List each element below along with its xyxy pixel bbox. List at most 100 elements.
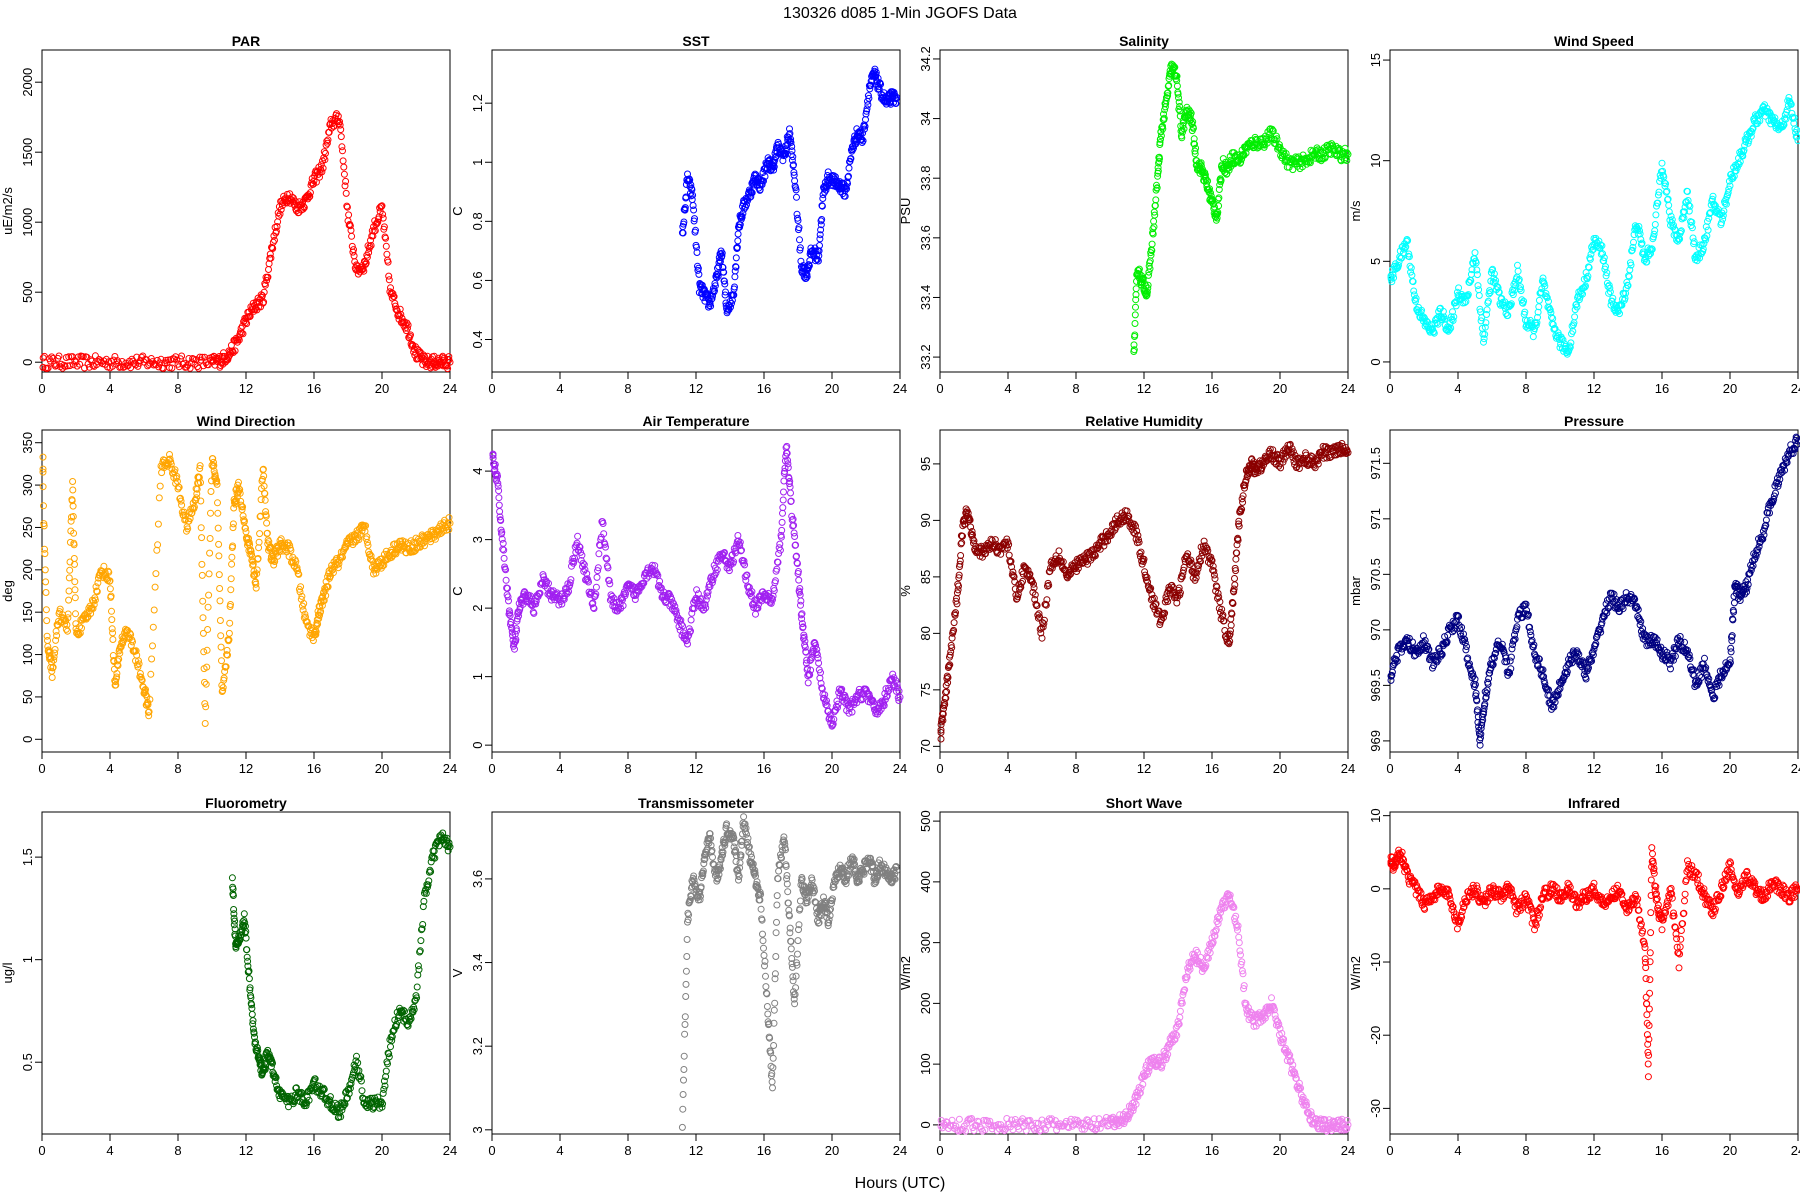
data-point xyxy=(1409,278,1417,286)
data-point xyxy=(1150,217,1158,225)
data-point xyxy=(770,166,778,174)
data-point xyxy=(336,118,343,126)
data-point xyxy=(1407,268,1415,276)
data-point xyxy=(42,578,50,586)
data-point xyxy=(1654,191,1662,199)
data-point xyxy=(1226,152,1234,160)
data-point xyxy=(168,364,176,372)
data-point xyxy=(62,625,70,633)
data-point xyxy=(1175,105,1183,113)
data-point xyxy=(1153,184,1161,192)
panel-pressure: Pressure04812162024969969.5970970.597197… xyxy=(1348,413,1800,776)
data-point xyxy=(323,139,331,147)
data-point xyxy=(65,587,73,595)
data-point xyxy=(1215,194,1223,202)
data-point xyxy=(181,512,189,519)
data-point xyxy=(1689,234,1697,242)
data-point xyxy=(866,85,874,93)
y-tick-label: 15 xyxy=(1368,53,1383,67)
data-point xyxy=(861,125,868,133)
data-point xyxy=(1405,250,1413,258)
data-point xyxy=(1655,188,1663,196)
x-tick-label: 0 xyxy=(1386,761,1393,776)
data-point xyxy=(199,597,207,605)
data-point xyxy=(144,708,152,716)
data-point xyxy=(1452,302,1460,310)
data-point xyxy=(43,617,51,625)
y-tick-label: 34 xyxy=(918,111,933,125)
data-point xyxy=(1542,290,1550,297)
x-tick-label: 8 xyxy=(174,761,181,776)
data-point xyxy=(252,584,260,592)
data-point xyxy=(173,472,181,480)
data-point xyxy=(339,157,347,165)
data-point xyxy=(1630,238,1637,246)
data-point xyxy=(761,173,769,180)
data-point xyxy=(788,156,796,164)
data-point xyxy=(1419,313,1427,321)
data-point xyxy=(1495,288,1503,296)
data-point xyxy=(893,93,901,101)
data-point xyxy=(236,489,244,497)
data-point xyxy=(228,553,236,561)
data-point xyxy=(1160,114,1168,122)
data-point xyxy=(345,211,353,219)
data-point xyxy=(1684,188,1691,195)
data-point xyxy=(1187,109,1195,117)
y-tick-label: 1.2 xyxy=(470,94,485,112)
data-point xyxy=(273,223,281,230)
data-points xyxy=(1387,433,1800,749)
data-point xyxy=(1761,101,1769,109)
data-point xyxy=(71,594,79,602)
data-point xyxy=(1548,313,1555,321)
x-tick-label: 8 xyxy=(1522,381,1529,396)
data-point xyxy=(320,148,328,156)
x-tick-label: 16 xyxy=(757,761,771,776)
data-point xyxy=(748,189,756,197)
data-point xyxy=(682,181,690,188)
data-point xyxy=(346,222,354,230)
data-point xyxy=(1159,125,1167,133)
data-point xyxy=(171,466,179,474)
data-point xyxy=(180,359,188,367)
data-point xyxy=(1569,327,1577,335)
data-point xyxy=(1794,137,1800,145)
data-point xyxy=(1214,208,1222,216)
data-point xyxy=(113,670,121,677)
data-point xyxy=(1418,306,1426,314)
panel-title: Wind Speed xyxy=(1554,33,1634,49)
y-axis-label: C xyxy=(450,206,465,215)
data-point xyxy=(1468,266,1476,274)
data-point xyxy=(1682,198,1690,206)
data-point xyxy=(686,189,694,197)
data-point xyxy=(1217,176,1225,184)
data-point xyxy=(1787,100,1795,108)
data-point xyxy=(1756,117,1764,125)
data-point xyxy=(430,352,438,360)
data-point xyxy=(444,365,452,373)
data-point xyxy=(166,451,173,458)
y-tick-label: 33.8 xyxy=(918,166,933,191)
panel-title: PAR xyxy=(232,33,261,49)
data-point xyxy=(1269,127,1277,135)
x-tick-label: 4 xyxy=(556,761,563,776)
data-point xyxy=(739,210,747,217)
data-point xyxy=(1720,207,1728,215)
data-point xyxy=(213,477,221,484)
data-point xyxy=(135,657,142,665)
data-point xyxy=(707,302,715,310)
data-point xyxy=(407,331,414,339)
data-point xyxy=(337,126,345,134)
data-point xyxy=(1537,288,1545,296)
data-point xyxy=(1475,286,1483,294)
data-point xyxy=(146,696,154,703)
data-point xyxy=(149,642,156,650)
data-point xyxy=(232,497,240,505)
data-point xyxy=(1400,245,1408,253)
data-point xyxy=(1407,264,1415,272)
data-point xyxy=(1202,176,1210,184)
data-point xyxy=(1404,237,1412,245)
data-point xyxy=(721,280,729,288)
data-point xyxy=(1154,164,1162,172)
data-point xyxy=(1494,284,1502,292)
